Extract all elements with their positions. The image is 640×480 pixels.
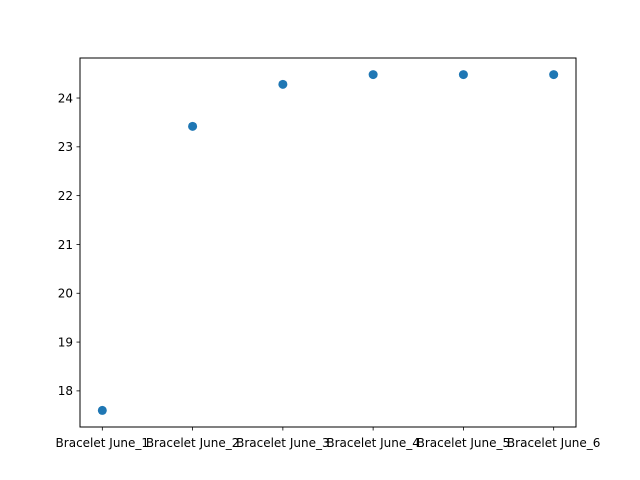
y-tick-label: 22: [58, 189, 73, 203]
x-tick-label: Bracelet June_4: [326, 436, 420, 450]
y-tick-label: 23: [58, 140, 73, 154]
x-tick-label: Bracelet June_2: [146, 436, 240, 450]
x-tick-label: Bracelet June_1: [56, 436, 150, 450]
x-tick-label: Bracelet June_5: [417, 436, 511, 450]
data-point: [278, 79, 288, 89]
y-tick-label: 21: [58, 238, 73, 252]
data-point: [97, 405, 107, 415]
y-tick-label: 24: [58, 91, 73, 105]
y-tick-label: 20: [58, 287, 73, 301]
y-tick-label: 19: [58, 335, 73, 349]
data-point: [549, 70, 559, 80]
x-tick-label: Bracelet June_6: [507, 436, 601, 450]
y-tick-label: 18: [58, 384, 73, 398]
y-axis-ticks: 18 19 20 21 22 23 24: [58, 91, 80, 398]
data-points: [97, 70, 559, 415]
x-tick-label: Bracelet June_3: [236, 436, 330, 450]
data-point: [188, 121, 198, 131]
data-point: [368, 70, 378, 80]
plot-area-frame: [79, 57, 577, 428]
data-point: [458, 70, 468, 80]
